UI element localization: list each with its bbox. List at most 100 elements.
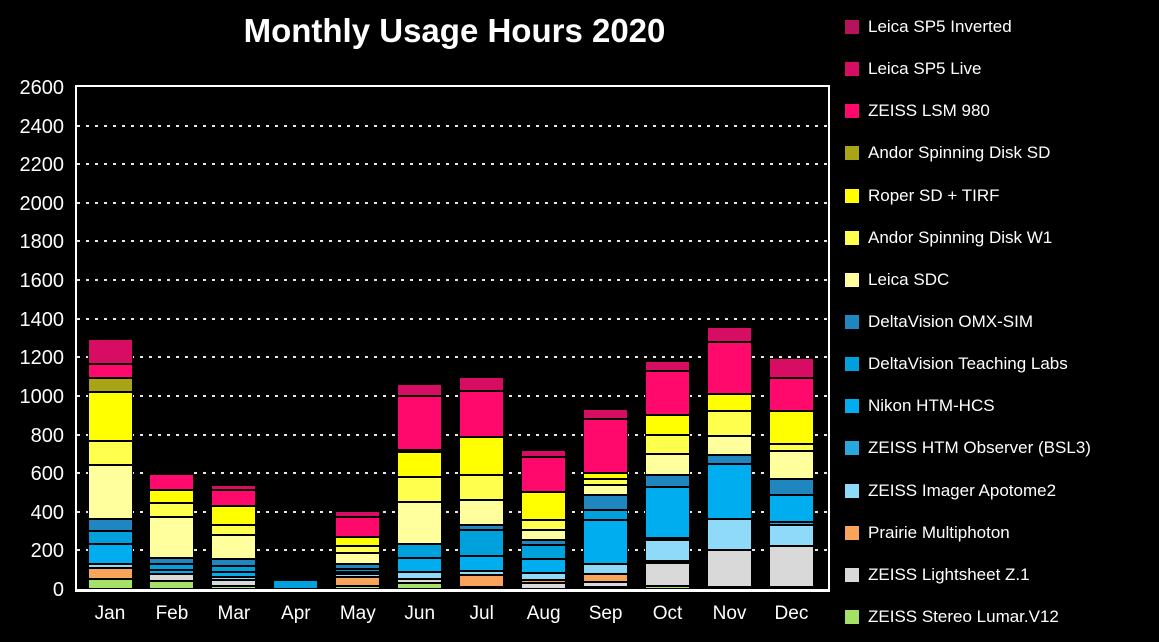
bar-segment [645,361,691,371]
bar-segment [645,540,691,561]
gridline [77,201,828,204]
y-tick-label: 2200 [19,154,65,177]
y-tick-label: 2000 [19,192,65,215]
legend: Leica SP5 Inverted Leica SP5 Live ZEISS LS… [845,17,1091,626]
bar-segment [645,435,691,454]
bar-segment [87,364,133,378]
bar-segment [211,525,257,535]
bar-segment [87,579,133,589]
y-tick-label: 1800 [19,231,65,254]
legend-item: Andor Spinning Disk SD [845,143,1091,162]
x-tick-label: Apr [281,603,311,624]
legend-label: ZEISS HTM Observer (BSL3) [868,438,1091,458]
legend-color-swatch [845,441,859,456]
bar-segment [521,545,567,559]
bar-segment [707,455,752,464]
legend-color-swatch [845,357,859,372]
bar-segment [335,546,381,553]
x-tick-label: Jun [404,603,436,624]
bar-segment [768,525,814,546]
bar-segment [459,571,505,575]
bar-segment [397,396,443,450]
bar-segment [335,574,381,577]
bar-segment [211,586,257,589]
bar-segment [211,485,257,490]
bar-segment [583,495,629,510]
bar-segment [211,572,257,577]
x-tick-label: Nov [712,603,747,624]
bar-segment [521,530,567,540]
bar-segment [211,580,257,586]
bar-segment [211,506,257,525]
legend-color-swatch [845,20,859,34]
legend-item: ZEISS Stereo Lumar.V12 [845,607,1091,626]
legend-label: DeltaVision OMX-SIM [868,311,1034,331]
x-tick-label: Mar [217,603,251,624]
bar-sep [583,409,629,589]
bar-segment [149,570,195,574]
legend-color-swatch [845,272,859,287]
bar-segment [335,564,381,569]
bar-segment [397,544,443,558]
legend-color-swatch [845,567,859,582]
bar-segment [87,531,133,544]
bar-segment [707,436,752,455]
legend-label: Leica SP5 Inverted [868,17,1012,36]
bar-segment [707,411,752,436]
bar-jun [397,384,443,589]
x-tick-label: Jul [469,603,494,624]
bar-segment [707,342,752,394]
legend-color-swatch [845,62,859,77]
bar-nov [707,327,752,589]
gridline [77,510,828,513]
legend-item: ZEISS HTM Observer (BSL3) [845,438,1091,458]
y-tick-label: 2400 [19,115,65,138]
bar-segment [149,474,195,490]
bar-segment [335,517,381,537]
y-tick-label: 1000 [19,385,65,408]
x-tick-label: Feb [155,603,189,624]
bar-segment [211,490,257,506]
bar-segment [645,586,691,589]
bar-segment [459,587,505,589]
legend-label: Prairie Multiphoton [868,522,1010,542]
bar-segment [459,575,505,587]
bar-segment [273,578,319,580]
gridline [77,317,828,320]
bar-segment [211,559,257,566]
y-tick-label: 1600 [19,270,65,293]
x-tick-label: Aug [526,603,561,624]
bar-segment [149,472,195,474]
bar-segment [459,475,505,500]
bar-segment [645,454,691,475]
bar-segment [459,377,505,391]
bar-segment [397,583,443,589]
bar-segment [211,577,257,580]
bar-segment [645,415,691,435]
bar-segment [768,495,814,522]
bar-segment [335,511,381,517]
bar-segment [707,587,752,589]
bar-segment [87,392,133,441]
bar-segment [583,479,629,485]
bar-segment [645,561,691,563]
bar-segment [768,546,814,587]
bar-segment [707,327,752,342]
legend-item: ZEISS Lightsheet Z.1 [845,565,1091,584]
bar-segment [521,540,567,545]
bar-segment [459,391,505,437]
bar-segment [87,378,133,392]
bar-segment [149,558,195,564]
y-tick-label: 1400 [19,308,65,331]
bar-segment [335,569,381,572]
bar-segment [87,564,133,568]
y-tick-label: 800 [30,424,64,447]
bar-segment [707,394,752,411]
bar-segment [583,564,629,574]
bar-segment [397,452,443,477]
legend-item: Nikon HTM-HCS [845,396,1091,415]
bar-segment [335,537,381,546]
legend-color-swatch [845,609,859,624]
bar-segment [397,572,443,579]
bar-segment [149,581,195,589]
